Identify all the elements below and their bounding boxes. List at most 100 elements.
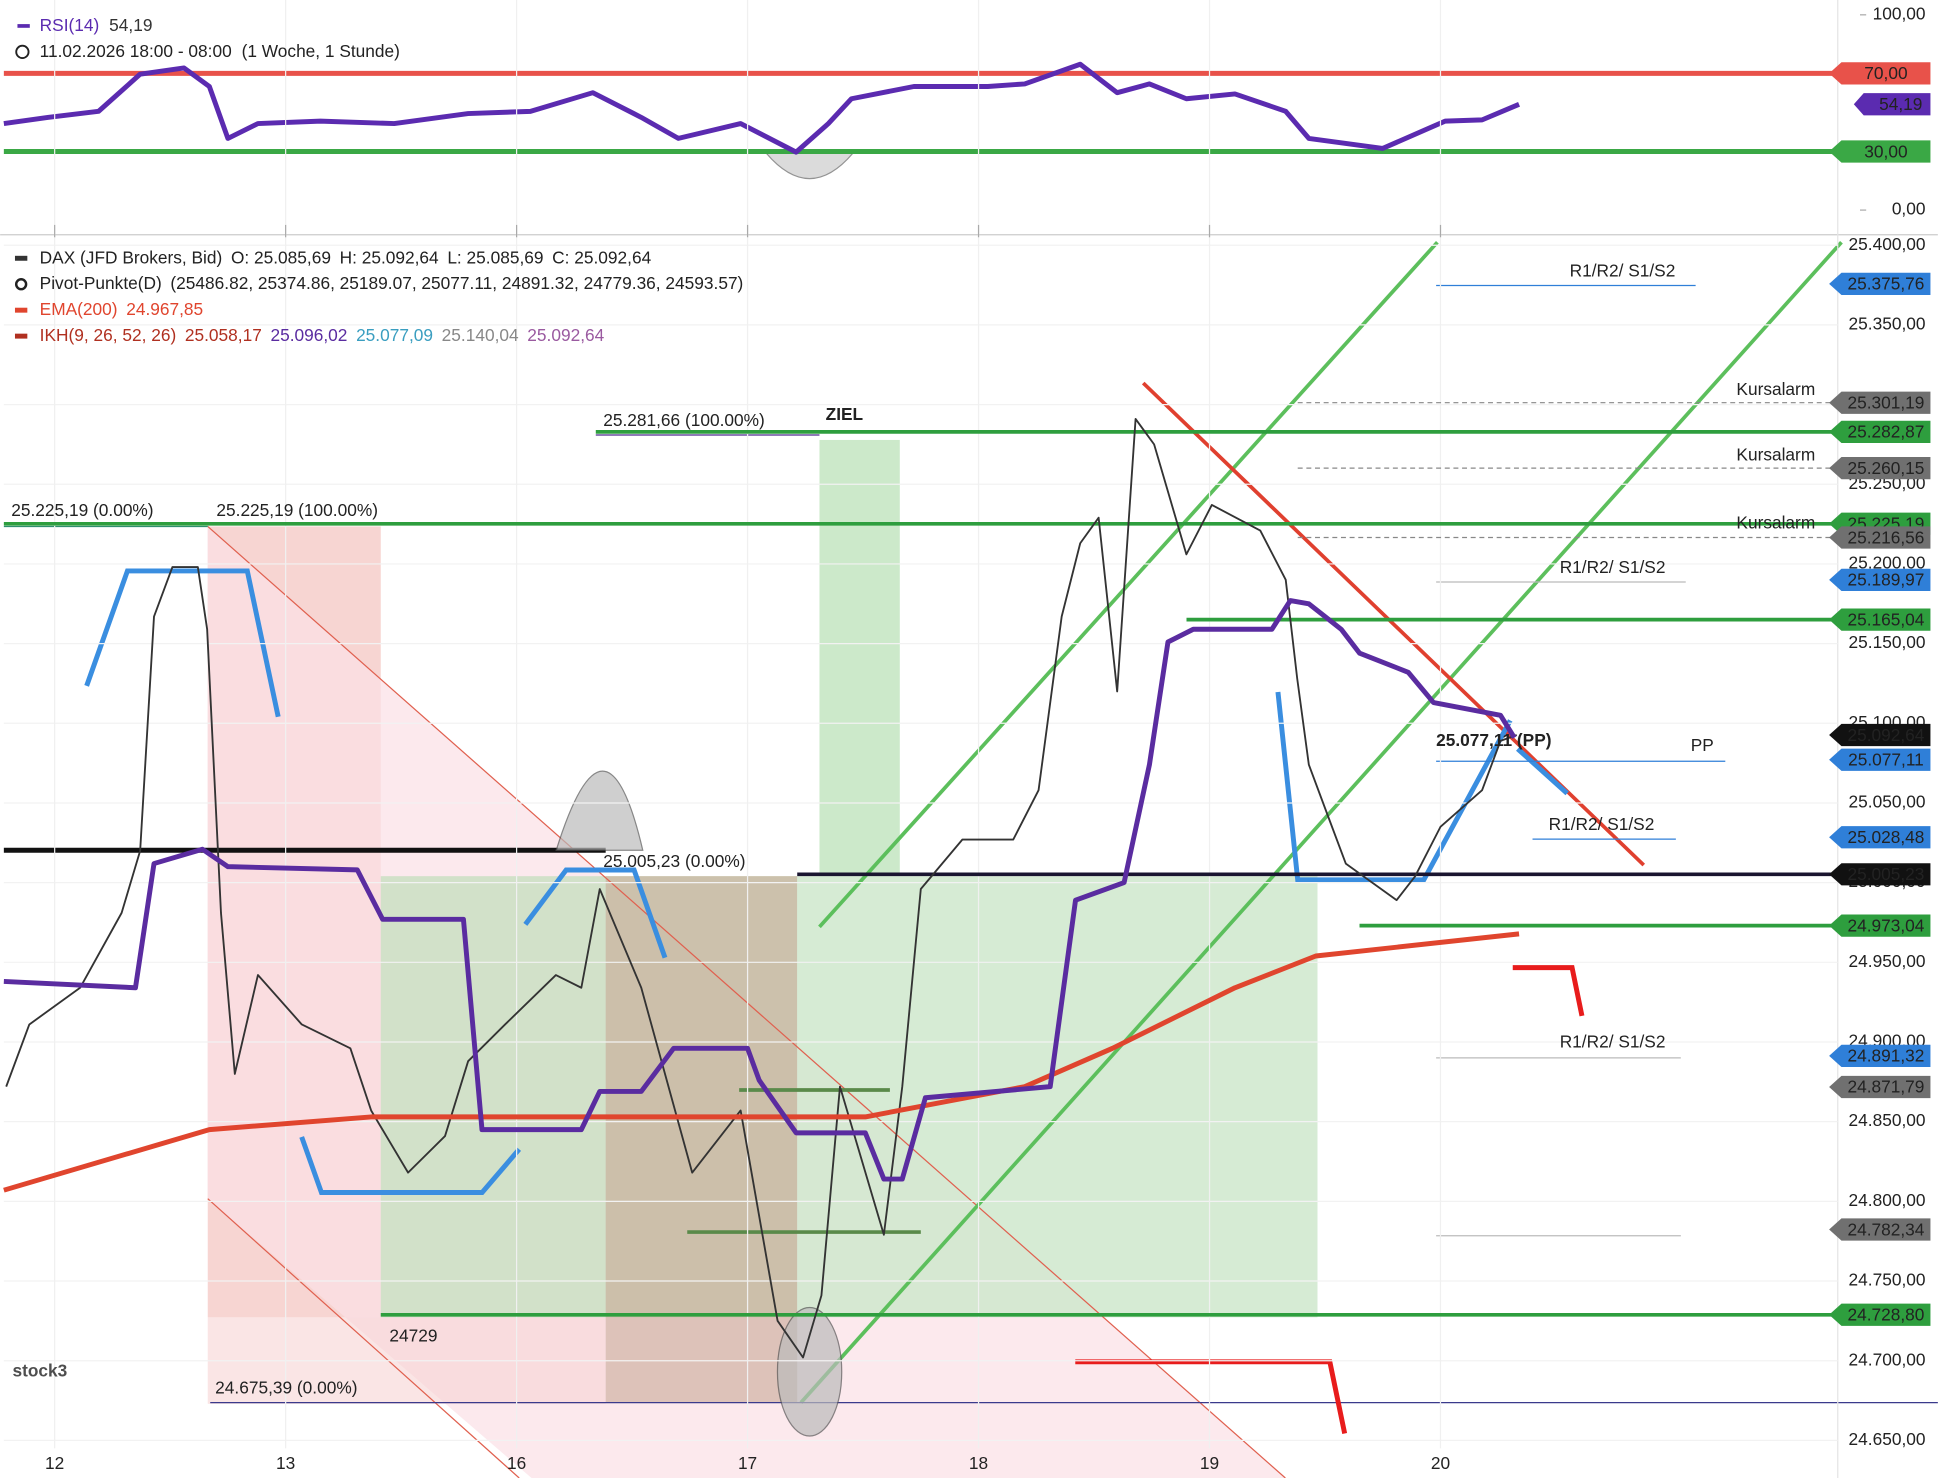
badge-label: 70,00	[1864, 63, 1907, 83]
trend-channel	[799, 240, 1843, 1404]
badge-label: 30,00	[1864, 141, 1907, 161]
price-badge: 25.282,87	[1829, 420, 1931, 444]
price-badge: 54,19	[1853, 93, 1931, 116]
legend-part: C: 25.092,64	[552, 247, 651, 267]
badge-shape	[1829, 1044, 1931, 1067]
legend-part: 25.077,09	[356, 325, 433, 345]
badge-label: 25.092,64	[1847, 725, 1924, 745]
x-tick-label: 13	[276, 1453, 295, 1473]
arrow	[523, 867, 668, 959]
badge-label: 25.165,04	[1847, 609, 1924, 629]
x-tick-label: 18	[969, 1453, 988, 1473]
legend-part: 25.096,02	[270, 325, 347, 345]
badge-label: 25.216,56	[1847, 527, 1924, 547]
y-tick-label: 25.150,00	[1849, 632, 1926, 652]
arrows	[1075, 965, 1585, 1435]
annotation: Kursalarm	[1736, 513, 1815, 533]
badge-shape	[1829, 723, 1931, 747]
badge-shape	[1829, 863, 1931, 886]
channel-line	[207, 1198, 520, 1478]
time-range: 11.02.2026 18:00 - 08:00	[40, 40, 232, 60]
y-tick-label: 25.350,00	[1849, 313, 1926, 333]
y-tick-label: 24.950,00	[1849, 951, 1926, 971]
y-tick-label: 0,00	[1892, 199, 1926, 219]
badge-shape	[1829, 748, 1931, 771]
annotation: 24.675,39 (0.00%)	[215, 1378, 357, 1398]
badge-label: 25.260,15	[1847, 458, 1924, 478]
drawings	[3, 152, 1938, 1478]
legend-part: 24.967,85	[126, 299, 203, 319]
price-badge: 25.165,04	[1829, 608, 1931, 631]
x-tick-label: 20	[1431, 1453, 1450, 1473]
legend-part: 25.058,17	[185, 325, 262, 345]
legend-text: 11.02.2026 18:00 - 08:00 (1 Woche, 1 Stun…	[40, 40, 400, 60]
y-tick-label: 24.850,00	[1849, 1110, 1926, 1130]
badge-label: 24.728,80	[1847, 1305, 1924, 1325]
price-badge: 24.973,04	[1829, 914, 1931, 937]
badge-shape	[1829, 272, 1931, 295]
price-badge: 24.871,79	[1829, 1075, 1931, 1099]
legend-part: DAX (JFD Brokers, Bid)	[40, 247, 223, 267]
period: (1 Woche, 1 Stunde)	[242, 40, 400, 60]
price-badge: 25.301,19	[1829, 391, 1931, 414]
y-tick-label: 25.400,00	[1849, 234, 1926, 254]
badge-label: 54,19	[1879, 94, 1922, 114]
annotation: 25.225,19 (0.00%)	[11, 500, 153, 520]
series-value: 54,19	[109, 15, 152, 35]
annotation: R1/R2/ S1/S2	[1560, 557, 1666, 577]
arrow	[1275, 691, 1513, 883]
price-badge: 24.728,80	[1829, 1303, 1931, 1326]
annotation: Kursalarm	[1736, 379, 1815, 399]
annotation: 25.077,11 (PP)	[1436, 730, 1551, 750]
badge-shape	[1829, 914, 1931, 937]
clock-icon	[15, 44, 30, 60]
badge-label: 25.005,23	[1847, 864, 1924, 884]
badge-label: 25.375,76	[1847, 274, 1924, 294]
annotation: ZIEL	[826, 404, 864, 424]
legend-text: EMA(200) 24.967,85	[40, 299, 203, 319]
badge-shape	[1829, 456, 1931, 480]
legend-text: Pivot-Punkte(D) (25486.82, 25374.86, 2518…	[40, 273, 744, 293]
badge-shape	[1829, 568, 1931, 592]
legend-part: EMA(200)	[40, 299, 118, 319]
price-badge: 25.375,76	[1829, 272, 1931, 295]
channel-line	[207, 525, 1286, 1478]
arrow	[299, 1136, 522, 1196]
badge-label: 25.301,19	[1847, 392, 1924, 412]
legend-text: IKH(9, 26, 52, 26) 25.058,17 25.096,02 25.0…	[40, 325, 605, 345]
price-badge: 24.891,32	[1829, 1044, 1931, 1067]
legend-text: RSI(14) 54,19	[40, 15, 153, 35]
arrow	[1516, 747, 1569, 796]
badge-shape	[1829, 140, 1931, 163]
price-badge: 25.260,15	[1829, 456, 1931, 480]
legend-text: DAX (JFD Brokers, Bid) O: 25.085,69 H: 25.…	[40, 247, 652, 267]
legend-icon	[14, 255, 28, 261]
price-badge: 25.092,64	[1829, 723, 1931, 747]
badge-label: 25.282,87	[1847, 422, 1924, 442]
annotation: Kursalarm	[1736, 445, 1815, 465]
legend-part: 25.140,04	[442, 325, 519, 345]
price-badge: 25.005,23	[1829, 863, 1931, 886]
badge-label: 25.189,97	[1847, 570, 1924, 590]
legend-part: H: 25.092,64	[340, 247, 439, 267]
zone	[605, 876, 798, 1403]
x-tick-label: 19	[1200, 1453, 1219, 1473]
badge-shape	[1829, 608, 1931, 631]
badge-shape	[1829, 1303, 1931, 1326]
legend-part: (25486.82, 25374.86, 25189.07, 25077.11,…	[170, 273, 743, 293]
series-name: RSI(14)	[40, 15, 100, 35]
legend-part: IKH(9, 26, 52, 26)	[40, 325, 177, 345]
annotation: 24729	[389, 1326, 437, 1346]
badge-label: 25.028,48	[1847, 827, 1924, 847]
y-tick-label: 24.750,00	[1849, 1270, 1926, 1290]
pivot-icon	[14, 278, 28, 291]
marker-ellipse	[764, 152, 855, 179]
badge-label: 24.782,34	[1847, 1219, 1924, 1239]
annotation: R1/R2/ S1/S2	[1560, 1032, 1666, 1052]
annotation: R1/R2/ S1/S2	[1570, 260, 1676, 280]
price-badge: 25.216,56	[1829, 526, 1931, 549]
y-tick-label: 25.200,00	[1849, 553, 1926, 573]
badge-label: 24.973,04	[1847, 915, 1924, 935]
